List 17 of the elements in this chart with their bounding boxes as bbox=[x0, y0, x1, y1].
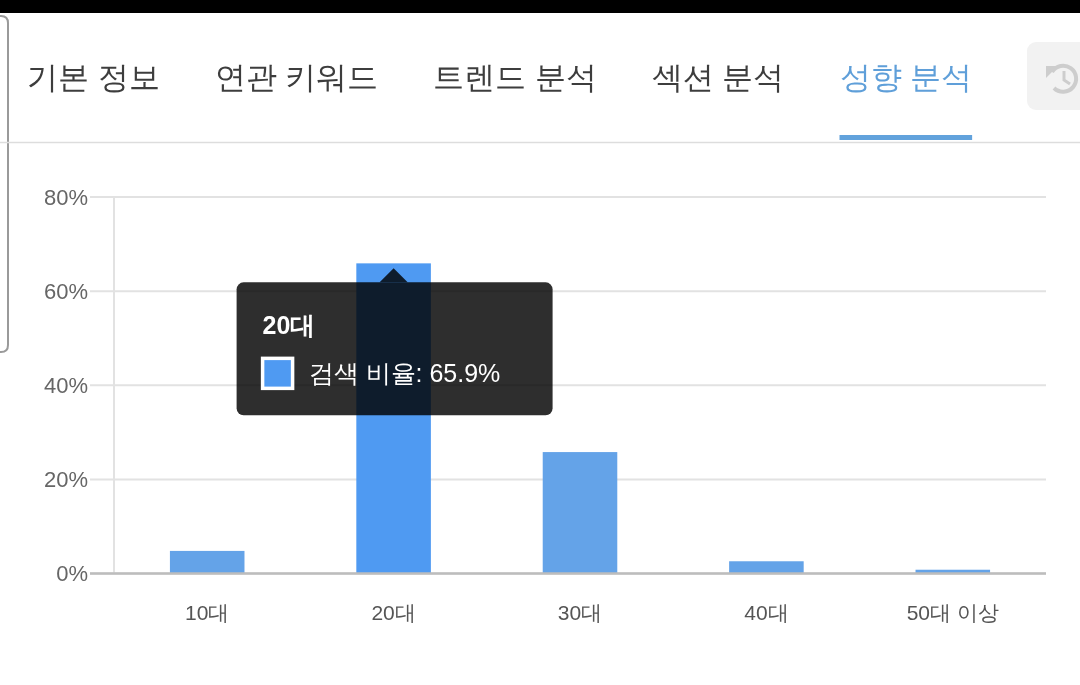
y-tick-label: 80% bbox=[43, 184, 88, 210]
chart-title: 성향 분석 bbox=[839, 59, 973, 95]
x-tick-label: 20대 bbox=[371, 600, 416, 624]
y-tick-label: 0% bbox=[56, 561, 88, 586]
y-tick-label: 60% bbox=[43, 278, 88, 304]
text: 기본 정보 bbox=[27, 59, 160, 95]
x-tick-label: 30대 bbox=[557, 600, 603, 624]
text: 섹션 분석 bbox=[651, 59, 785, 95]
x-tick-label: 10대 bbox=[185, 600, 230, 624]
text: 트렌드 분석 bbox=[433, 59, 597, 95]
text: 연관 키워드 bbox=[214, 59, 379, 95]
y-tick-label: 20% bbox=[43, 466, 88, 492]
data-label: 검색 비율: 65.9% bbox=[308, 359, 501, 388]
y-tick-label: 40% bbox=[43, 372, 88, 398]
x-tick-label: 50대 이상 bbox=[906, 600, 999, 624]
category-label: 20대 bbox=[262, 311, 316, 340]
x-tick-label: 40대 bbox=[744, 600, 789, 624]
